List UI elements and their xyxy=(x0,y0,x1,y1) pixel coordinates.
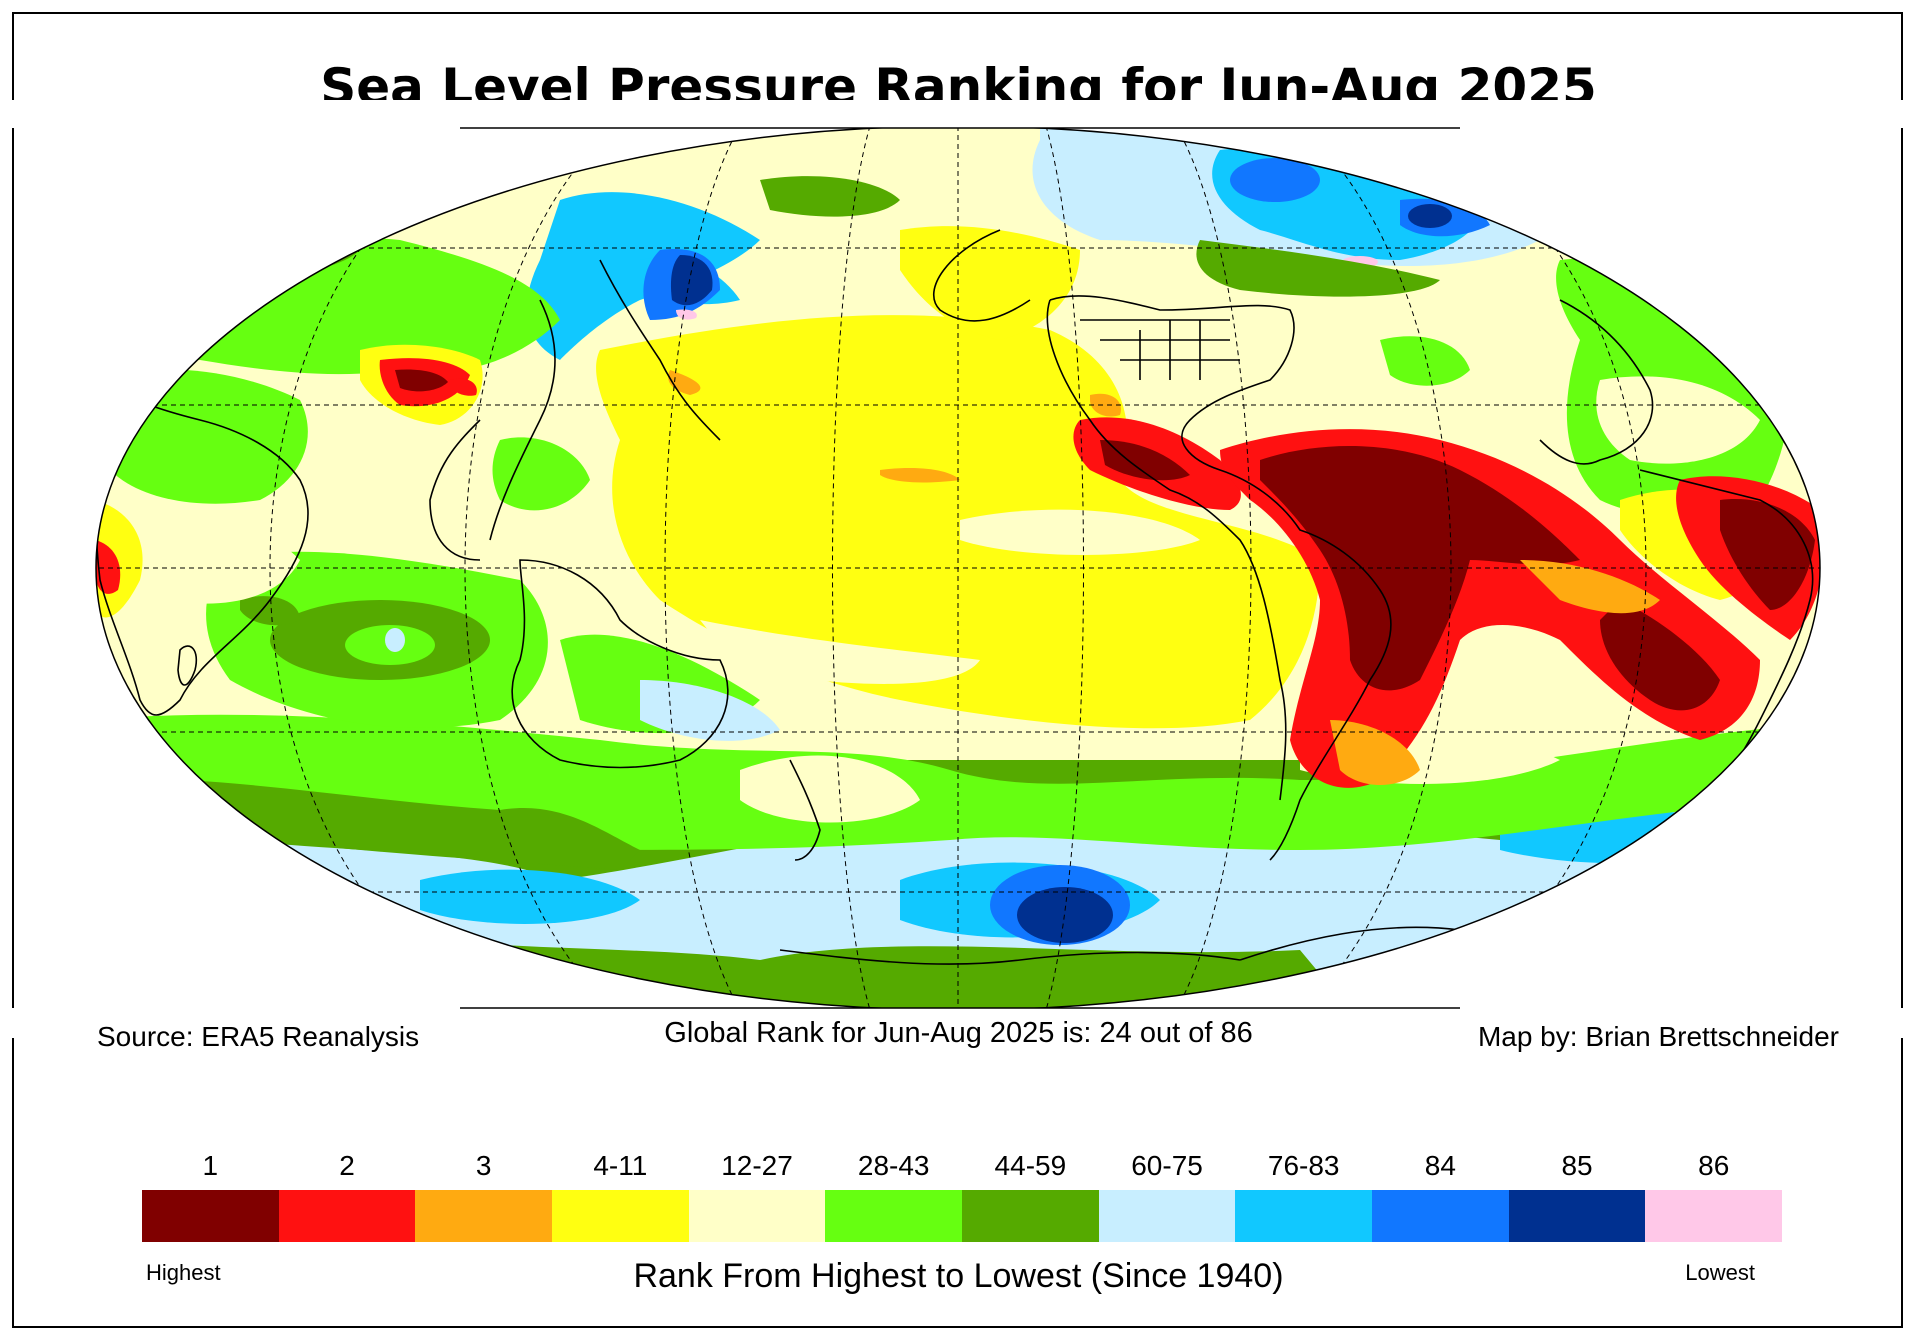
legend-swatch-10 xyxy=(1372,1190,1509,1242)
legend-swatch-6 xyxy=(825,1190,963,1242)
legend-label: 2 xyxy=(339,1150,355,1181)
legend-swatch-11 xyxy=(1508,1190,1646,1242)
legend-label: 4-11 xyxy=(593,1150,648,1181)
legend-swatch-3 xyxy=(415,1190,553,1242)
legend-label: 84 xyxy=(1424,1150,1456,1181)
legend-swatch-12 xyxy=(1645,1190,1783,1242)
source-text: Source: ERA5 Reanalysis xyxy=(97,1021,420,1052)
legend-highest-label: Highest xyxy=(146,1260,221,1285)
legend-swatch-1 xyxy=(142,1190,279,1242)
legend-label: 86 xyxy=(1698,1150,1730,1181)
coastlines xyxy=(96,229,1814,965)
legend-label: 3 xyxy=(475,1150,492,1181)
legend-label: 60-75 xyxy=(1131,1150,1203,1181)
global-rank-text: Global Rank for Jun-Aug 2025 is: 24 out … xyxy=(664,1017,1253,1049)
legend-label: 44-59 xyxy=(994,1150,1067,1181)
legend-label: 76-83 xyxy=(1267,1150,1340,1181)
legend-label: 12-27 xyxy=(721,1150,793,1181)
legend-swatch-7 xyxy=(962,1190,1099,1242)
credit-text: Map by: Brian Brettschneider xyxy=(1477,1021,1839,1052)
legend-swatch-4 xyxy=(552,1190,689,1242)
figure-frame xyxy=(12,12,1903,1328)
legend-swatch-2 xyxy=(278,1190,416,1242)
legend-lowest-label: Lowest xyxy=(1685,1260,1755,1285)
legend-swatch-9 xyxy=(1235,1190,1373,1242)
legend-label: 85 xyxy=(1561,1150,1593,1181)
legend-swatch-5 xyxy=(688,1190,826,1242)
legend-swatch-8 xyxy=(1098,1190,1236,1242)
legend-labels: 1 2 3 4-11 12-27 28-43 44-59 60-75 76-83… xyxy=(142,1150,1782,1182)
legend-title: Rank From Highest to Lowest (Since 1940) xyxy=(633,1257,1284,1295)
legend-label: 28-43 xyxy=(857,1150,930,1181)
legend-color-bar xyxy=(142,1190,1783,1242)
legend-label: 1 xyxy=(202,1150,219,1181)
